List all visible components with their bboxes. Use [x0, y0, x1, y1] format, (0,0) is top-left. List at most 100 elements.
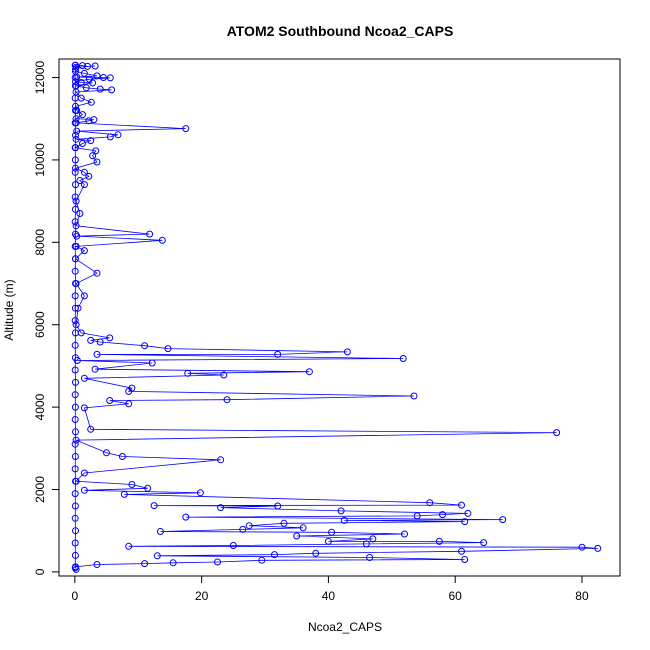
data-point — [71, 292, 79, 300]
data-point — [85, 172, 93, 180]
data-point — [80, 181, 88, 189]
x-tick-label: 60 — [449, 589, 463, 603]
data-point — [72, 181, 79, 189]
data-point — [258, 556, 266, 564]
data-point — [340, 516, 348, 524]
data-point — [87, 98, 95, 106]
data-point — [108, 86, 116, 94]
data-point — [71, 453, 79, 460]
data-point — [77, 79, 85, 86]
y-tick-label: 4000 — [33, 393, 47, 420]
data-point — [71, 94, 79, 102]
data-point — [76, 177, 84, 184]
data-point — [71, 440, 79, 448]
data-point — [305, 368, 313, 376]
data-point — [87, 425, 95, 433]
data-point — [125, 400, 133, 408]
data-point — [71, 539, 79, 547]
data-point — [71, 341, 79, 349]
data-point — [80, 168, 88, 176]
data-point — [80, 69, 88, 77]
data-point — [153, 552, 161, 560]
data-point — [169, 559, 177, 567]
data-point — [72, 222, 80, 230]
y-tick-label: 2000 — [33, 476, 47, 503]
data-point — [461, 556, 469, 563]
data-point — [79, 111, 86, 119]
data-point — [366, 554, 374, 561]
data-point — [91, 62, 99, 70]
data-point — [337, 507, 345, 515]
data-point — [72, 436, 80, 444]
data-point — [89, 152, 97, 160]
data-point — [72, 280, 79, 287]
data-point — [125, 387, 133, 395]
data-point — [79, 140, 86, 147]
data-point — [343, 348, 351, 356]
data-point — [71, 168, 79, 176]
plot-frame — [58, 58, 621, 577]
data-point — [73, 127, 81, 135]
data-point — [71, 391, 79, 399]
data-point — [72, 131, 79, 139]
data-point — [499, 516, 507, 524]
data-point — [312, 549, 320, 557]
y-tick-label: 10000 — [33, 143, 47, 177]
data-point — [72, 329, 79, 337]
y-tick-label: 8000 — [33, 229, 47, 256]
data-point — [80, 469, 88, 477]
data-point — [150, 502, 158, 510]
data-point — [144, 484, 152, 492]
data-point — [239, 525, 247, 533]
data-point — [220, 371, 228, 379]
data-point — [93, 350, 101, 358]
data-point — [72, 107, 79, 114]
data-point — [480, 539, 488, 547]
series-1 — [71, 61, 79, 572]
data-point — [413, 512, 421, 520]
data-point — [93, 561, 101, 568]
data-point — [71, 465, 79, 473]
data-point — [362, 540, 370, 548]
data-point — [71, 304, 79, 312]
data-point — [369, 535, 377, 543]
data-point — [79, 62, 86, 70]
data-point — [93, 158, 101, 166]
data-point — [72, 428, 79, 436]
data-point — [106, 133, 114, 141]
data-point — [141, 560, 149, 568]
data-point — [118, 453, 126, 460]
data-point — [87, 137, 95, 145]
data-point — [435, 537, 443, 545]
data-point — [89, 79, 97, 87]
data-point — [82, 84, 90, 92]
data-point — [71, 551, 79, 559]
data-point — [274, 350, 282, 358]
y-axis-label: Altitude (m) — [2, 279, 16, 340]
axes-layer: 0 20 40 60 80 0 2000 4000 6000 8000 10000 12000 — [33, 61, 589, 603]
data-point — [71, 74, 79, 81]
data-point — [214, 558, 221, 566]
data-point — [71, 416, 79, 423]
data-point — [93, 72, 101, 80]
x-tick-label: 80 — [575, 589, 589, 603]
data-point — [71, 61, 79, 69]
x-axis-label: Ncoa2_CAPS — [308, 620, 382, 634]
data-point — [324, 537, 332, 545]
data-point — [76, 210, 84, 217]
data-point — [85, 117, 93, 125]
data-point — [71, 490, 79, 498]
data-point — [217, 504, 225, 512]
data-point — [80, 292, 88, 300]
data-point — [72, 230, 79, 238]
data-point — [229, 542, 237, 549]
data-point — [71, 354, 79, 362]
data-point — [182, 125, 190, 133]
data-point — [106, 74, 114, 82]
data-point — [245, 522, 253, 530]
data-point — [87, 336, 95, 344]
data-point — [80, 486, 88, 494]
data-point — [578, 543, 586, 551]
data-point — [158, 236, 166, 244]
data-point — [71, 82, 79, 90]
